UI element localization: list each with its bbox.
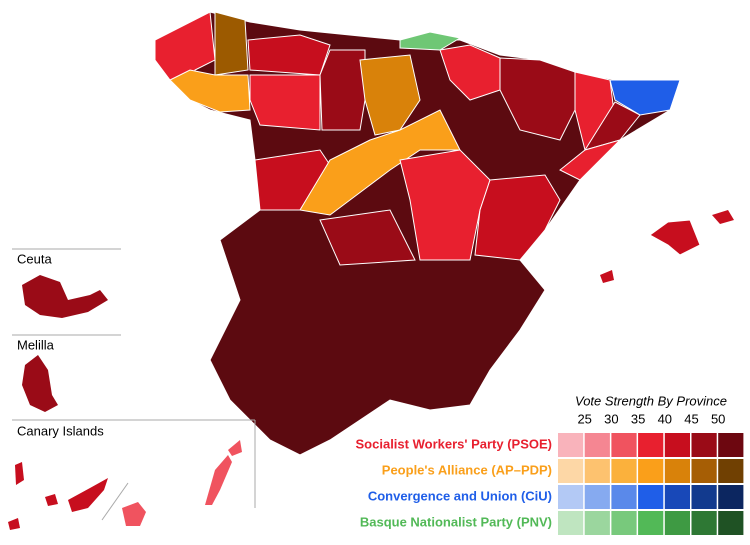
- legend-level: 50: [711, 411, 725, 426]
- legend-swatch: [558, 459, 584, 483]
- island: [122, 502, 146, 526]
- legend: 25 30 35 40 45 50 Socialist Workers' Party (PS…: [356, 411, 744, 535]
- province: [499, 57, 576, 141]
- legend-swatch: [718, 459, 744, 483]
- insets: [12, 248, 256, 521]
- inset-label: Canary Islands: [17, 423, 104, 438]
- legend-swatch: [611, 459, 637, 483]
- legend-swatch: [691, 433, 717, 457]
- legend-swatch: [584, 433, 610, 457]
- province: [399, 149, 491, 261]
- island: [228, 440, 242, 456]
- province: [319, 49, 366, 131]
- province: [169, 69, 251, 113]
- province: [214, 11, 249, 76]
- province: [609, 79, 681, 116]
- province: [399, 31, 462, 51]
- province: [249, 74, 321, 131]
- island: [68, 478, 108, 512]
- legend-swatch: [718, 485, 744, 509]
- island: [15, 462, 24, 485]
- balearic-islands: [600, 210, 734, 283]
- legend-swatch: [638, 433, 664, 457]
- legend-swatch: [638, 459, 664, 483]
- legend-level: 45: [684, 411, 698, 426]
- legend-level: 35: [631, 411, 645, 426]
- legend-swatch: [584, 511, 610, 535]
- party-name: Socialist Workers' Party (PSOE): [356, 436, 552, 451]
- island: [205, 455, 232, 505]
- island: [600, 270, 614, 283]
- island: [45, 494, 58, 506]
- province: [649, 219, 701, 256]
- mainland: [154, 11, 681, 456]
- legend-swatch: [691, 459, 717, 483]
- legend-swatch: [664, 459, 690, 483]
- ceuta: [22, 275, 108, 318]
- legend-swatch: [611, 485, 637, 509]
- party-name: People's Alliance (AP–PDP): [382, 462, 552, 477]
- legend-swatch: [664, 485, 690, 509]
- legend-swatch: [611, 433, 637, 457]
- province: [319, 209, 416, 266]
- inset-label: Melilla: [17, 337, 55, 352]
- party-name: Convergence and Union (CiU): [368, 488, 552, 503]
- province: [474, 174, 561, 261]
- island: [8, 518, 20, 530]
- legend-swatch: [558, 485, 584, 509]
- canary-islands-east: [122, 440, 242, 526]
- province: [247, 34, 331, 76]
- legend-swatch: [584, 459, 610, 483]
- canary-islands: [8, 462, 108, 530]
- legend-swatch: [718, 433, 744, 457]
- melilla: [22, 355, 58, 412]
- legend-swatch: [718, 511, 744, 535]
- legend-swatch: [558, 511, 584, 535]
- legend-swatch: [664, 433, 690, 457]
- legend-swatch: [664, 511, 690, 535]
- legend-level: 25: [577, 411, 591, 426]
- legend-swatch: [584, 485, 610, 509]
- legend-swatch: [691, 511, 717, 535]
- legend-swatch: [558, 433, 584, 457]
- legend-swatch: [611, 511, 637, 535]
- province: [559, 138, 622, 181]
- legend-swatch: [638, 511, 664, 535]
- legend-swatch: [691, 485, 717, 509]
- legend-swatch: [638, 485, 664, 509]
- legend-level: 40: [658, 411, 672, 426]
- inset-border: [101, 482, 129, 521]
- party-name: Basque Nationalist Party (PNV): [360, 514, 552, 529]
- inset-label: Ceuta: [17, 251, 52, 266]
- island: [712, 210, 734, 224]
- legend-title: Vote Strength By Province: [575, 393, 727, 408]
- legend-level: 30: [604, 411, 618, 426]
